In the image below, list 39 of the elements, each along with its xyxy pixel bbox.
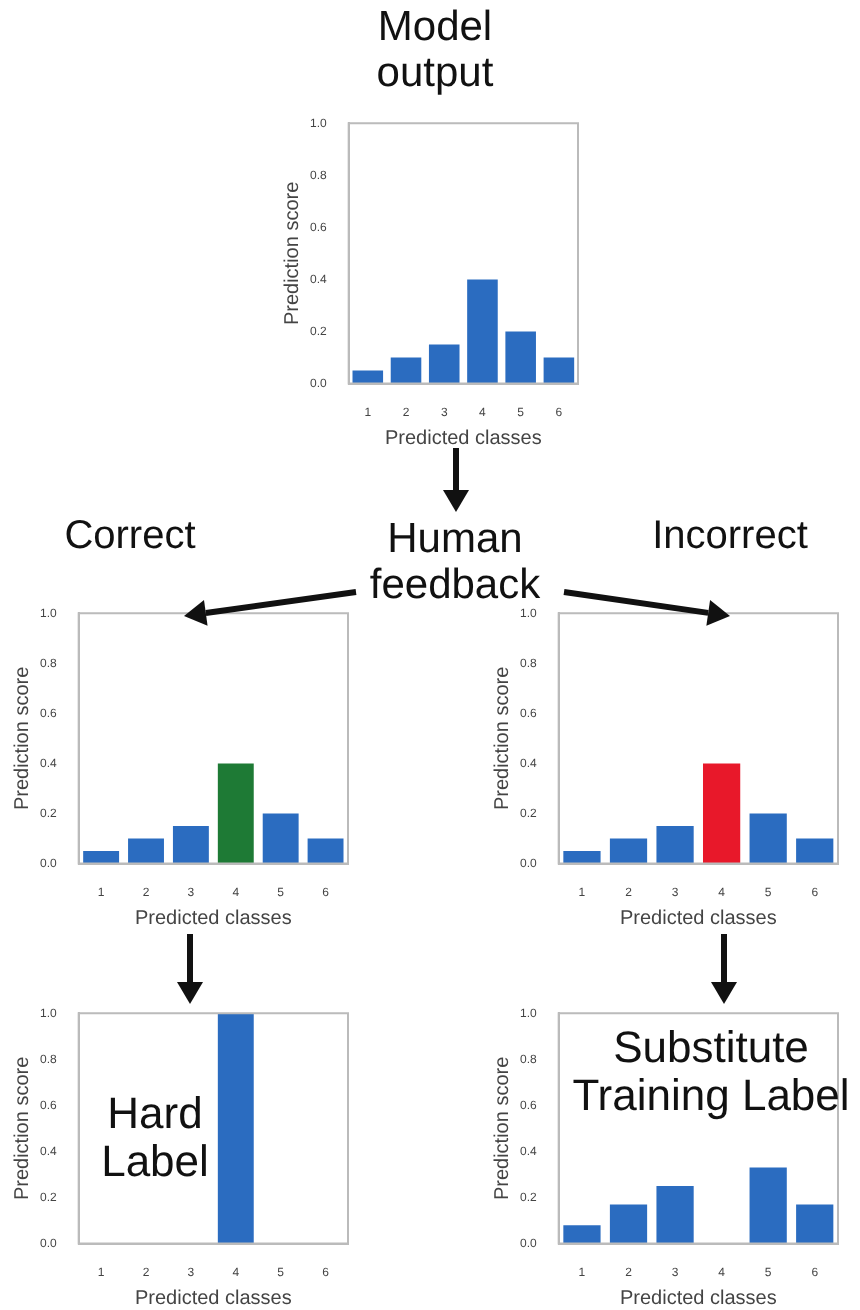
bar: [307, 838, 344, 864]
bar: [656, 1186, 694, 1244]
bar: [703, 763, 741, 864]
bar: [796, 838, 834, 864]
bar: [83, 851, 120, 864]
bar: [796, 1204, 834, 1244]
bar: [563, 1225, 601, 1244]
y-axis-title: Prediction score: [281, 180, 304, 326]
bar: [563, 851, 601, 864]
text: Human feedback: [367, 516, 543, 609]
x-axis-title: Predicted classes: [619, 907, 777, 930]
bar: [390, 357, 422, 384]
chart-title: Model output: [374, 4, 496, 97]
bar: [428, 344, 460, 384]
text: Hard Label: [99, 1088, 211, 1187]
y-axis-title: Prediction score: [11, 665, 34, 811]
bar: [656, 826, 694, 864]
bar: [749, 813, 787, 864]
x-axis-title: Predicted classes: [134, 907, 292, 930]
bar: [352, 370, 384, 384]
x-axis-title: Predicted classes: [134, 1287, 292, 1310]
y-axis-title: Prediction score: [491, 1055, 514, 1201]
x-axis-title: Predicted classes: [619, 1287, 777, 1310]
bar: [749, 1167, 787, 1244]
bar: [217, 763, 254, 864]
y-axis-title: Prediction score: [11, 1055, 34, 1201]
chart-title: Incorrect: [650, 514, 810, 558]
bar: [172, 826, 209, 864]
y-axis-title: Prediction score: [491, 665, 514, 811]
bar: [467, 279, 498, 384]
chart-title: Correct: [62, 514, 198, 558]
bar: [262, 813, 299, 864]
bar: [505, 331, 536, 384]
bar: [609, 1204, 648, 1244]
bar: [128, 838, 164, 864]
bar: [543, 357, 575, 384]
x-axis-title: Predicted classes: [384, 427, 542, 450]
bar: [609, 838, 648, 864]
text: Substitute Training Label: [570, 1022, 852, 1121]
